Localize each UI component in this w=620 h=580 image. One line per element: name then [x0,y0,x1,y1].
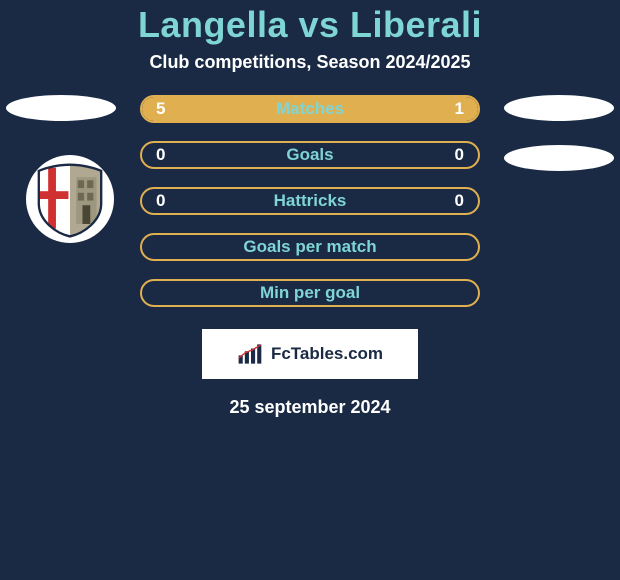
stat-label: Goals per match [142,237,478,257]
player-badge-left-1 [6,95,116,121]
stat-label: Min per goal [142,283,478,303]
stats-area: Matches51Goals00Hattricks00Goals per mat… [0,95,620,307]
stat-value-right: 0 [455,191,464,211]
player-badge-right-1 [504,95,614,121]
stat-label: Hattricks [142,191,478,211]
branding-box: FcTables.com [202,329,418,379]
stat-value-right: 0 [455,145,464,165]
club-crest-left [26,155,114,243]
player-badge-right-2 [504,145,614,171]
page-title: Langella vs Liberali [138,4,482,46]
stat-row: Min per goal [140,279,480,307]
stat-row: Goals0 0 [140,141,480,169]
stat-label: Goals [142,145,478,165]
stat-value-left: 0 [156,145,165,165]
page-subtitle: Club competitions, Season 2024/2025 [149,52,470,73]
stat-value-left: 5 [156,99,165,119]
crest-icon [31,160,109,238]
stat-row: Goals per match [140,233,480,261]
branding-text: FcTables.com [271,344,383,364]
stat-label: Matches [142,99,478,119]
main-container: Langella vs Liberali Club competitions, … [0,0,620,418]
footer-date: 25 september 2024 [229,397,390,418]
stat-value-left: 0 [156,191,165,211]
stat-row: Matches5 1 [140,95,480,123]
stat-row: Hattricks0 0 [140,187,480,215]
stat-bars: Matches51Goals00Hattricks00Goals per mat… [140,95,480,307]
stat-value-right: 1 [455,99,464,119]
bar-chart-icon [237,343,265,365]
